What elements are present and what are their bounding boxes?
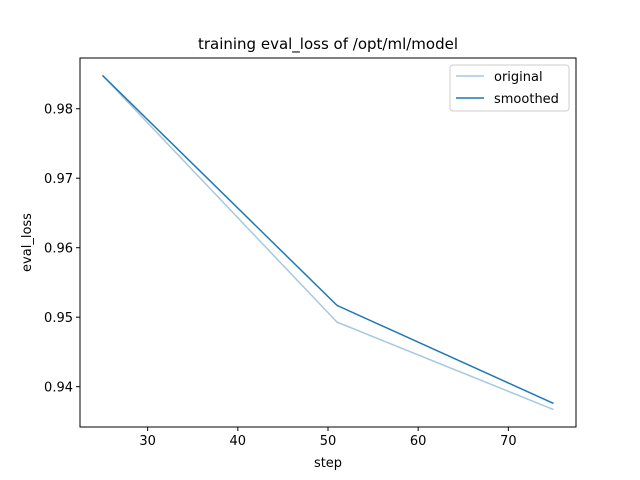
plot-frame — [79, 57, 577, 428]
y-tick-label: 0.97 — [44, 172, 73, 187]
x-axis: 30 40 50 60 70 — [139, 427, 517, 449]
x-tick-label: 50 — [320, 434, 337, 449]
series-line-smoothed — [101, 74, 554, 405]
x-axis-label: step — [314, 456, 342, 471]
y-tick-label: 0.94 — [44, 381, 73, 396]
x-tick-label: 30 — [139, 434, 156, 449]
chart-title: training eval_loss of /opt/ml/model — [198, 35, 458, 54]
plot-lines — [101, 74, 554, 411]
series-line-original — [101, 74, 554, 411]
y-axis: 0.94 0.95 0.96 0.97 0.98 — [44, 103, 80, 396]
y-tick-label: 0.96 — [44, 242, 73, 257]
legend-label-smoothed: smoothed — [494, 92, 559, 107]
y-axis-label: eval_loss — [20, 213, 35, 272]
legend-label-original: original — [494, 70, 543, 85]
y-tick-label: 0.95 — [44, 311, 73, 326]
x-tick-label: 40 — [230, 434, 247, 449]
legend: original smoothed — [449, 64, 570, 112]
x-tick-label: 70 — [500, 434, 517, 449]
x-tick-label: 60 — [410, 434, 427, 449]
y-tick-label: 0.98 — [44, 103, 73, 118]
